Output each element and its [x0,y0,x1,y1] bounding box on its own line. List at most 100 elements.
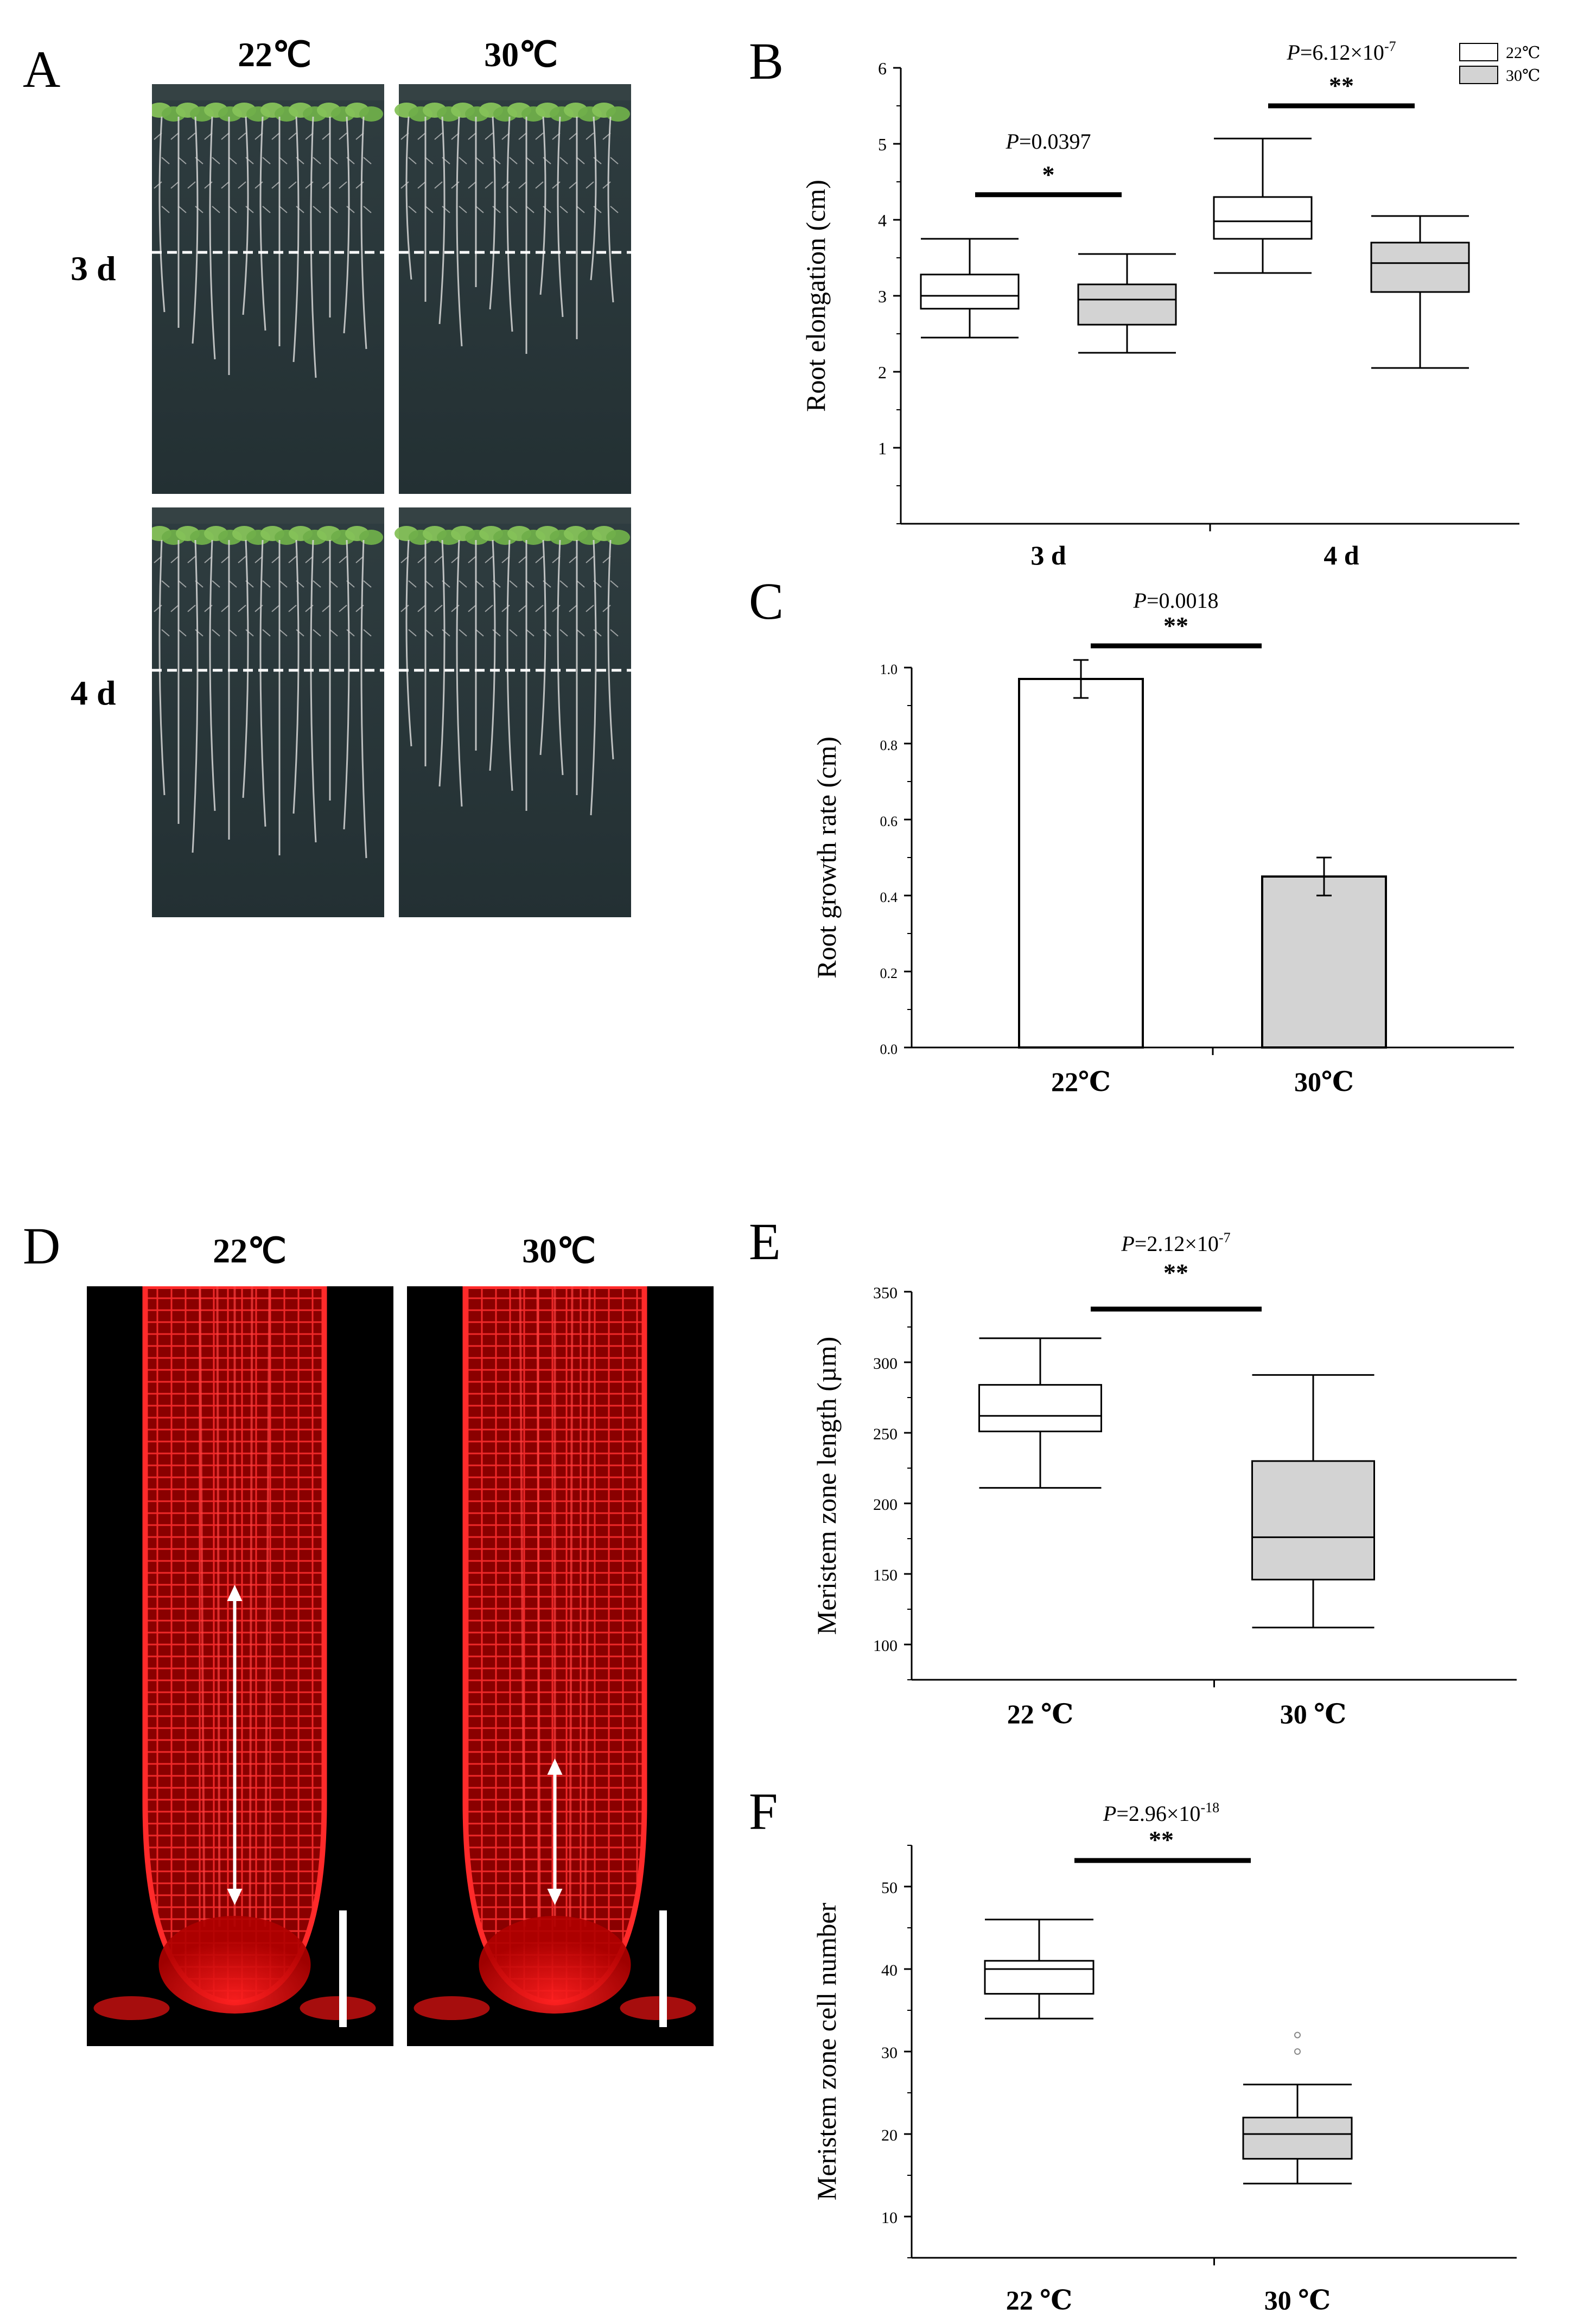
lateral-root [346,206,355,213]
lateral-root [178,580,187,588]
lateral-root [204,605,213,612]
lateral-root [221,605,230,612]
primary-root [539,539,546,755]
primary-root [158,116,166,313]
lateral-root [552,181,561,189]
primary-root [259,539,266,827]
y-axis-label: Meristem zone cell number [811,1902,842,2200]
panel-letter: F [749,1782,778,1840]
lateral-root [363,580,372,588]
lateral-root [576,629,585,637]
lateral-root [161,580,170,588]
y-tick-label: 5 [878,135,887,154]
lateral-root [170,605,179,612]
lateral-root [417,132,426,140]
lateral-root [475,629,484,637]
legend-swatch [1459,43,1498,61]
primary-root [489,539,496,771]
p-symbol: P [1133,588,1147,613]
lateral-root [329,580,338,588]
lateral-root [288,605,297,612]
lateral-root [535,181,544,189]
y-tick-label: 150 [873,1566,898,1584]
p-symbol: P [1103,1801,1116,1826]
lateral-root [204,132,213,140]
lateral-root [417,181,426,189]
cell-file-line [199,1286,206,1927]
outlier-point [1294,2048,1301,2055]
lateral-root [154,556,162,563]
panel-letter-a: A [23,40,61,98]
lateral-root [221,132,230,140]
border-cell [413,1996,490,2020]
lateral-root [569,181,577,189]
lateral-root [492,580,501,588]
primary-root [590,116,597,281]
p-exponent: -7 [1219,1230,1231,1246]
lateral-root [212,206,220,213]
lateral-root [451,132,460,140]
arrow-head-top [227,1585,243,1601]
panel-a-row-label-3d: 3 d [71,249,116,288]
lateral-root [569,556,577,563]
cell-file-line [584,1286,591,1927]
lateral-root [475,157,484,164]
lateral-root [279,580,288,588]
lateral-root [459,157,467,164]
lateral-root [363,206,372,213]
lateral-root [262,629,271,637]
lateral-root [187,132,196,140]
box-iqr [984,1960,1095,1995]
lateral-root [518,605,527,612]
lateral-root [238,556,246,563]
p-value-label: P=0.0018 [1133,588,1219,613]
box-iqr [978,1384,1102,1432]
p-number: =0.0018 [1147,588,1219,613]
lateral-root [468,556,476,563]
y-tick-label: 250 [873,1425,898,1443]
lateral-root [559,157,568,164]
lateral-root [509,580,518,588]
lateral-root [451,181,460,189]
x-category-label: 22 ℃ [1006,2285,1072,2315]
lateral-root [279,629,288,637]
primary-root [343,539,350,830]
primary-root [506,116,513,332]
lateral-root [271,605,280,612]
primary-root [489,116,496,310]
primary-root [259,116,266,331]
primary-root [405,539,412,747]
panel-a-row-label-4d: 4 d [71,674,116,712]
primary-root [192,539,199,853]
lateral-root [586,132,594,140]
lateral-root [509,206,518,213]
plate-background [152,84,384,494]
significance-stars: ** [1149,1826,1174,1853]
lateral-root [586,181,594,189]
lateral-root [178,157,187,164]
y-tick-label: 0.2 [880,966,898,981]
y-tick-label: 50 [881,1879,898,1897]
plate-background [399,507,631,917]
lateral-root [610,206,619,213]
lateral-root [602,605,611,612]
lateral-root [195,206,203,213]
lateral-root [501,556,510,563]
cotyledon-leaf [606,530,630,545]
lateral-root [279,206,288,213]
lateral-root [526,157,535,164]
cell-file-line [249,1286,253,1927]
lateral-root [408,580,417,588]
lateral-root [305,605,314,612]
lateral-root [313,580,321,588]
p-number: =2.12×10 [1135,1231,1219,1256]
lateral-root [262,580,271,588]
cotyledon-leaf [359,106,383,122]
lateral-root [400,605,409,612]
lateral-root [576,580,585,588]
y-tick-label: 200 [873,1496,898,1514]
primary-root [209,116,216,360]
lateral-root [485,181,493,189]
lateral-root [238,605,246,612]
lateral-root [434,132,443,140]
